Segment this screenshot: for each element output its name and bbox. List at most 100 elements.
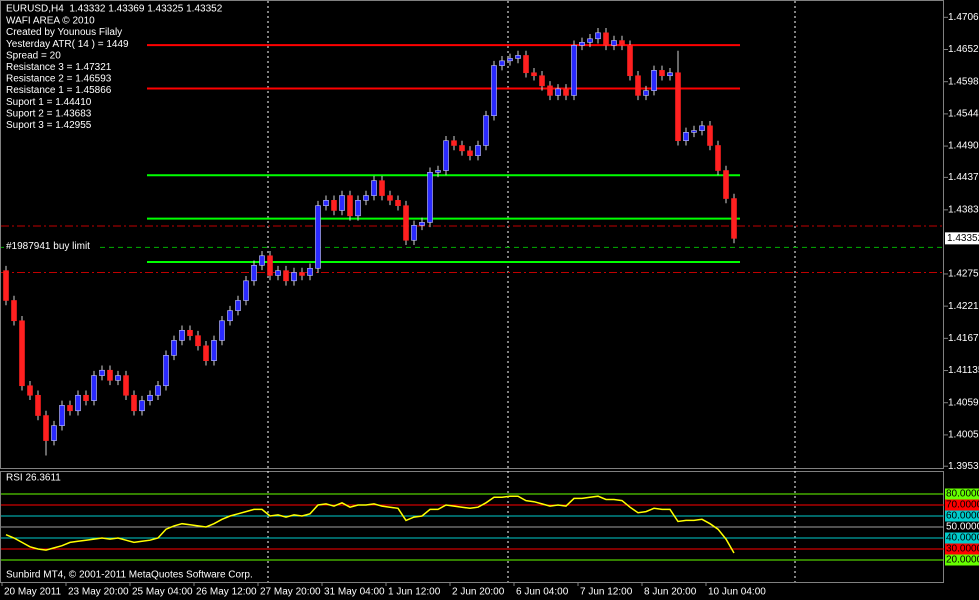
annotation: WAFI AREA © 2010: [6, 16, 95, 27]
candle-body: [3, 270, 9, 301]
candle-body: [251, 265, 257, 282]
x-tick-label: 8 Jun 20:00: [644, 587, 697, 598]
candle-body: [99, 369, 105, 376]
rsi-level-box: [945, 488, 979, 500]
candle-body: [35, 394, 41, 416]
candle-body: [651, 70, 657, 91]
candle-body: [291, 272, 297, 282]
candle-body: [283, 270, 289, 282]
rsi-level-label: 80.0000: [946, 489, 979, 500]
candle-body: [187, 329, 193, 336]
candle-body: [507, 58, 513, 62]
y-tick-label: 1.42755: [948, 269, 979, 280]
candle-body: [179, 329, 185, 341]
y-tick-label: 1.41675: [948, 333, 979, 344]
candle-body: [75, 394, 81, 412]
candle-body: [299, 272, 305, 276]
candle-body: [91, 375, 97, 401]
candle-body: [387, 195, 393, 201]
x-tick-label: 2 Jun 20:00: [452, 587, 505, 598]
candle-body: [707, 125, 713, 146]
candle-body: [379, 180, 385, 196]
candle-body: [635, 75, 641, 96]
candle-body: [219, 320, 225, 341]
rsi-level-box: [945, 532, 979, 544]
candle-body: [555, 88, 561, 96]
candle-body: [667, 72, 673, 77]
candle-body: [331, 200, 337, 211]
rsi-level-label: 60.0000: [946, 511, 979, 522]
candle-body: [243, 280, 249, 301]
candle-body: [395, 200, 401, 206]
candle-body: [491, 65, 497, 116]
candle-body: [11, 300, 17, 322]
y-tick-label: 1.44375: [948, 172, 979, 183]
rsi-level-label: 30.0000: [946, 544, 979, 555]
candle-body: [147, 394, 153, 401]
candle-body: [315, 205, 321, 269]
candle-body: [563, 88, 569, 96]
order-label-bg: [4, 240, 100, 253]
rsi-level-box: [945, 499, 979, 511]
x-tick-label: 6 Jun 04:00: [516, 587, 569, 598]
candle-body: [131, 394, 137, 412]
candle-body: [347, 195, 353, 217]
candle-body: [227, 310, 233, 322]
candle-body: [371, 180, 377, 196]
candle-body: [259, 255, 265, 266]
candle-body: [123, 375, 129, 396]
level-text: Resistance 2 = 1.46593: [6, 74, 112, 85]
candle-body: [547, 85, 553, 96]
candle-body: [235, 300, 241, 311]
y-tick-label: 1.44900: [948, 141, 979, 152]
x-tick-label: 27 May 20:00: [260, 587, 321, 598]
candle-body: [715, 145, 721, 171]
candle-body: [515, 55, 521, 59]
level-text: Suport 1 = 1.44410: [6, 97, 92, 108]
candle-body: [275, 270, 281, 276]
candle-body: [475, 145, 481, 156]
candle-body: [163, 355, 169, 387]
candle-body: [539, 75, 545, 87]
candle-body: [107, 369, 113, 381]
candle-body: [683, 132, 689, 142]
x-tick-label: 10 Jun 04:00: [708, 587, 766, 598]
candle-body: [51, 425, 57, 441]
x-tick-label: 31 May 04:00: [324, 587, 385, 598]
x-tick-label: 23 May 20:00: [68, 587, 129, 598]
candle-body: [211, 340, 217, 361]
candle-body: [459, 145, 465, 152]
x-tick-label: 20 May 2011: [4, 587, 62, 598]
main-panel-frame: [0, 0, 944, 469]
candle-body: [403, 205, 409, 241]
candle-body: [203, 345, 209, 361]
candle-body: [115, 375, 121, 381]
candle-body: [699, 125, 705, 131]
rsi-line: [5, 495, 735, 554]
candle-body: [19, 320, 25, 387]
rsi-level-label: 70.0000: [946, 500, 979, 511]
level-text: Suport 2 = 1.43683: [6, 108, 92, 119]
y-tick-label: 1.40595: [948, 397, 979, 408]
candle-body: [27, 385, 33, 396]
candle-body: [427, 172, 433, 223]
annotation: Created by Younous Filaly: [6, 27, 122, 38]
candle-body: [523, 55, 529, 74]
candle-body: [675, 72, 681, 142]
level-text: Resistance 3 = 1.47321: [6, 62, 112, 73]
y-tick-label: 1.47060: [948, 12, 979, 23]
x-tick-label: 25 May 04:00: [132, 587, 193, 598]
candle-body: [691, 130, 697, 133]
candle-body: [339, 195, 345, 211]
period-separators: [267, 1, 796, 582]
candle-body: [731, 198, 737, 239]
candle-body: [363, 195, 369, 201]
candle-body: [587, 38, 593, 43]
rsi-level-box: [945, 521, 979, 533]
candle-body: [171, 340, 177, 356]
candle-body: [435, 170, 441, 173]
annotation: Spread = 20: [6, 50, 61, 61]
